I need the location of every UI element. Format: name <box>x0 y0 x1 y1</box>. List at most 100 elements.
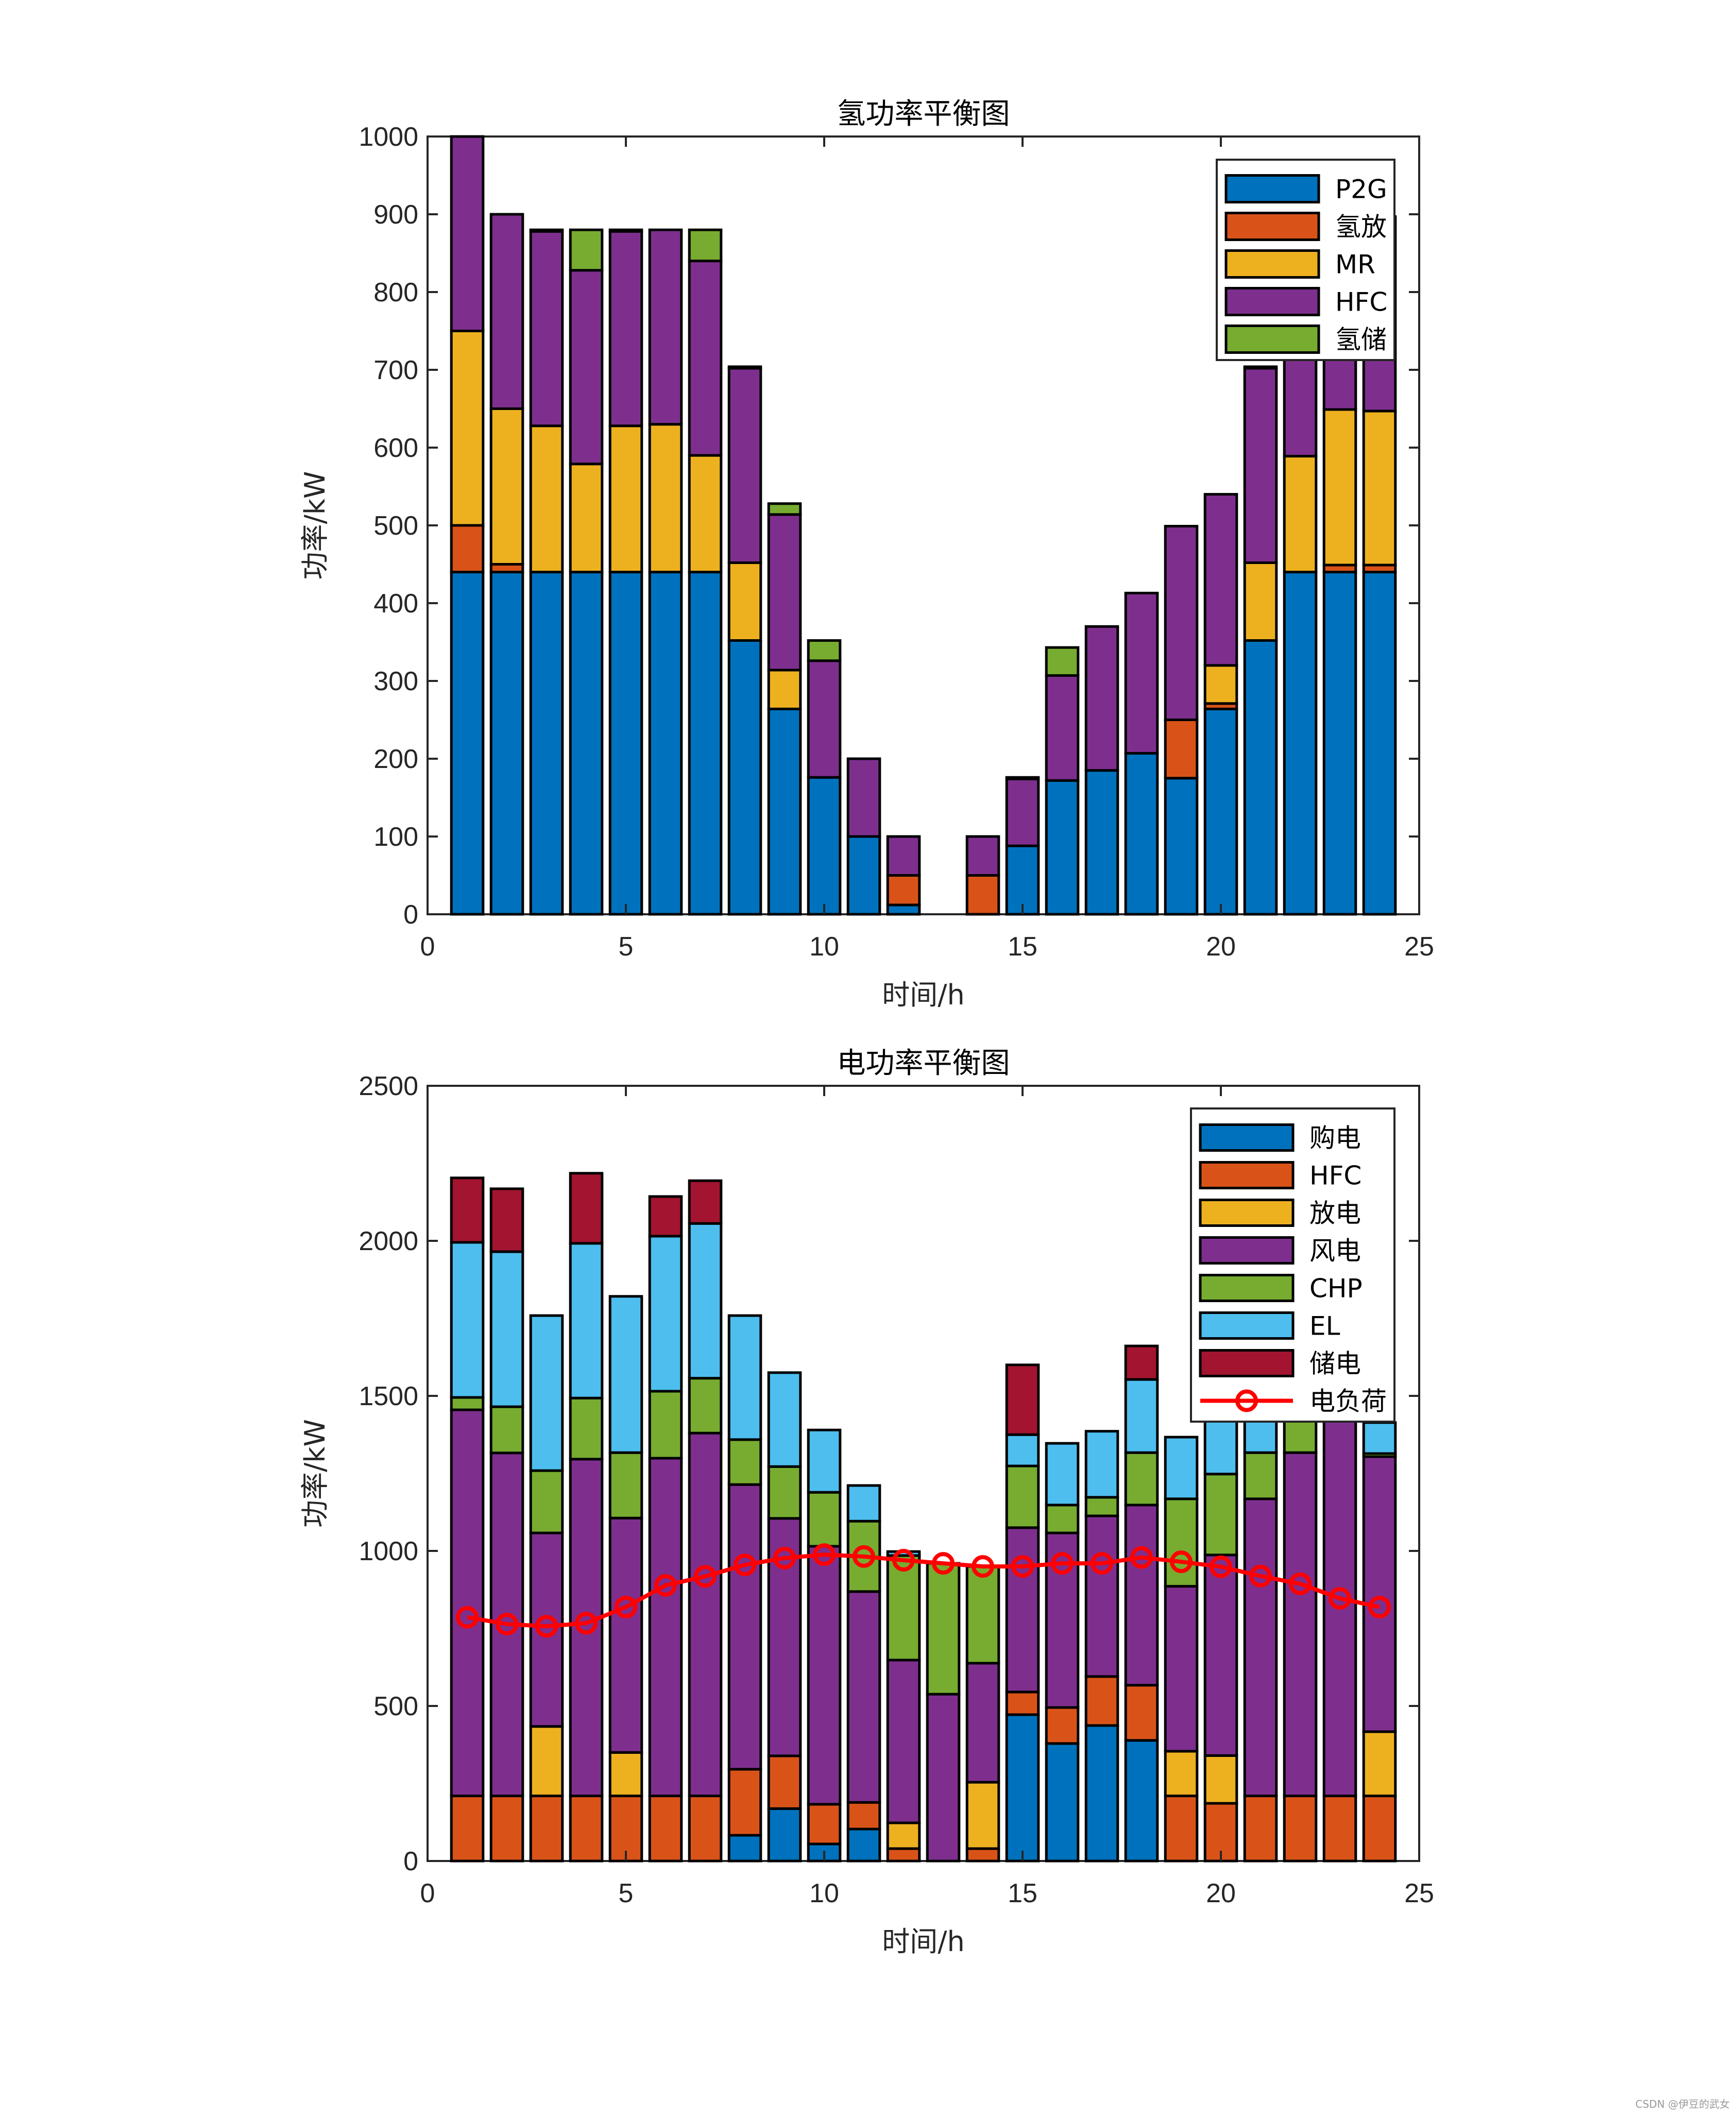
bar-group-21 <box>1243 365 1278 916</box>
y-tick-label: 500 <box>373 1692 418 1721</box>
bar-segment <box>1124 1344 1159 1381</box>
bar-segment <box>450 571 485 916</box>
load-marker <box>654 1574 677 1597</box>
legend-swatch <box>1199 1161 1295 1189</box>
bar-group-15 <box>1005 776 1040 916</box>
watermark: CSDN @伊豆的武女 <box>1635 2098 1730 2110</box>
bar-segment <box>1283 1795 1318 1863</box>
bar-segment <box>727 1438 762 1486</box>
bar-segment <box>727 365 762 370</box>
bar-segment <box>727 1834 762 1863</box>
bar-group-14 <box>965 835 1000 916</box>
y-tick-label: 2000 <box>359 1226 418 1256</box>
y-tick-label: 600 <box>373 433 418 463</box>
bar-segment <box>846 757 881 838</box>
load-marker <box>1210 1555 1232 1578</box>
bar-segment <box>807 659 842 779</box>
bar-segment <box>767 1754 802 1810</box>
y-tick-label: 100 <box>373 822 418 852</box>
bar-segment <box>1362 1795 1397 1863</box>
legend-swatch <box>1224 287 1320 316</box>
legend-swatch <box>1224 249 1320 279</box>
legend-swatch <box>1199 1199 1295 1227</box>
legend-label: EL <box>1309 1311 1340 1341</box>
bar-segment <box>1045 1531 1080 1709</box>
bar-segment <box>965 1847 1000 1863</box>
bar-group-22 <box>1283 1386 1318 1863</box>
bar-segment <box>608 1451 643 1520</box>
bar-segment <box>489 407 524 566</box>
x-tick-label: 5 <box>619 1879 634 1908</box>
bar-group-15 <box>1005 1363 1040 1863</box>
legend-item: HFC <box>1224 287 1387 317</box>
bar-segment <box>1084 625 1119 772</box>
bar-segment <box>1203 1553 1238 1757</box>
legend-label: 储电 <box>1309 1349 1361 1379</box>
bar-segment <box>569 571 604 916</box>
bar-group-11 <box>846 1484 881 1863</box>
bar-segment <box>727 1314 762 1441</box>
bar-segment <box>1045 646 1080 677</box>
bar-group-4 <box>569 228 604 916</box>
bar-segment <box>1362 1730 1397 1798</box>
bar-segment <box>1164 719 1199 780</box>
bar-segment <box>846 835 881 916</box>
bar-segment <box>886 903 921 916</box>
y-tick-label: 800 <box>373 278 418 308</box>
bar-segment <box>529 1469 564 1534</box>
legend-item: 电负荷 <box>1200 1387 1387 1416</box>
bar-segment <box>1045 1706 1080 1745</box>
bar-segment <box>608 230 643 428</box>
bar-group-4 <box>569 1172 604 1863</box>
bar-segment <box>926 1562 961 1696</box>
bar-group-10 <box>807 1428 842 1863</box>
load-marker <box>1249 1564 1272 1587</box>
bar-segment <box>688 1795 723 1863</box>
load-marker <box>1368 1595 1391 1618</box>
bar-segment <box>489 1405 524 1455</box>
bar-segment <box>489 571 524 916</box>
bar-segment <box>1124 1739 1159 1863</box>
legend-swatch <box>1199 1349 1295 1377</box>
bar-segment <box>529 571 564 916</box>
bar-segment <box>1005 1526 1040 1694</box>
load-marker <box>1329 1587 1351 1610</box>
x-tick-label: 15 <box>1008 932 1037 962</box>
bar-group-20 <box>1203 1410 1238 1863</box>
legend-label: CHP <box>1309 1274 1363 1304</box>
bar-segment <box>1322 408 1357 567</box>
x-axis-label: 时间/h <box>882 979 964 1011</box>
legend: P2G 氢放 MR HFC 氢储 <box>1216 159 1395 361</box>
bar-group-12 <box>886 835 921 916</box>
bar-group-18 <box>1124 1344 1159 1863</box>
bar-segment <box>569 1396 604 1461</box>
bar-segment <box>688 571 723 916</box>
bar-segment <box>1164 1750 1199 1798</box>
legend-item: 氢放 <box>1224 212 1387 242</box>
bar-segment <box>489 1250 524 1408</box>
bar-segment <box>450 1396 485 1411</box>
bar-group-2 <box>489 213 524 916</box>
bar-segment <box>1005 1433 1040 1467</box>
bar-group-18 <box>1124 591 1159 916</box>
x-tick-label: 0 <box>420 1879 435 1908</box>
bar-segment <box>886 1554 921 1662</box>
bar-segment <box>648 423 683 574</box>
chart-title: 电功率平衡图 <box>837 1047 1010 1080</box>
bar-group-16 <box>1045 1442 1080 1863</box>
legend-label: HFC <box>1309 1161 1361 1191</box>
bar-segment <box>1164 1585 1199 1753</box>
load-marker <box>1170 1550 1193 1574</box>
bar-segment <box>569 269 604 466</box>
bar-group-11 <box>846 757 881 916</box>
legend-swatch <box>1199 1274 1295 1302</box>
bar-segment <box>1164 525 1199 721</box>
bar-segment <box>648 228 683 426</box>
bar-segment <box>965 1565 1000 1665</box>
bar-segment <box>1005 1464 1040 1529</box>
legend-item: MR <box>1224 249 1375 280</box>
bar-segment <box>1283 1451 1318 1798</box>
bar-segment <box>569 228 604 272</box>
bar-segment <box>1283 571 1318 916</box>
legend-swatch <box>1224 212 1320 241</box>
